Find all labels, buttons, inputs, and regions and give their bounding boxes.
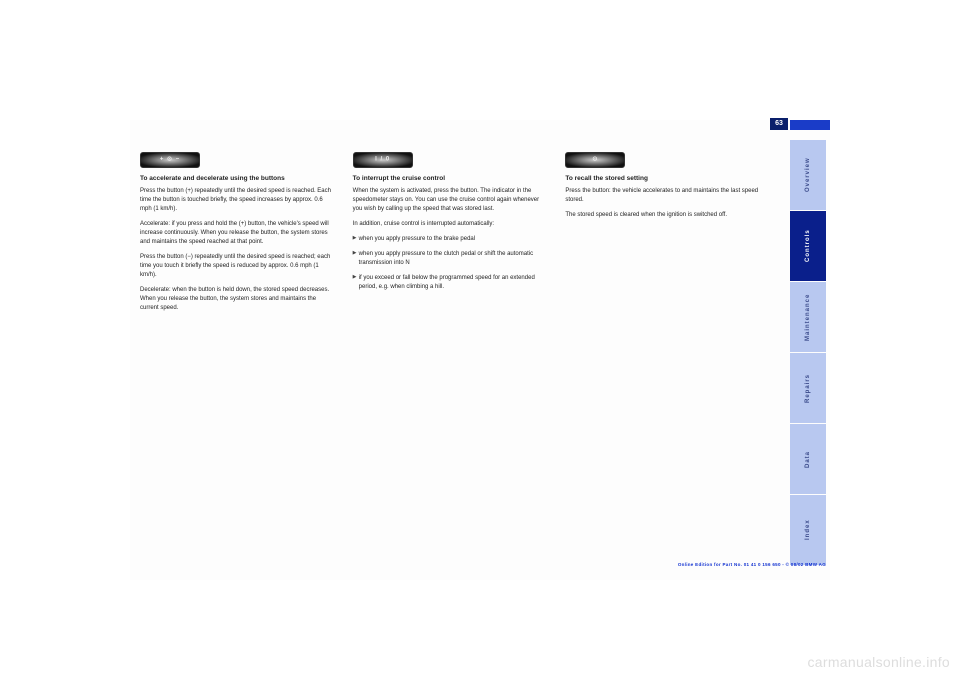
bullet-item: when you apply pressure to the clutch pe…	[353, 250, 548, 268]
column-heading: To recall the stored setting	[565, 174, 760, 184]
paragraph: Press the button (+) repeatedly until th…	[140, 187, 335, 214]
bullet-item: when you apply pressure to the brake ped…	[353, 235, 548, 244]
column-2: I / 0 To interrupt the cruise control Wh…	[353, 150, 548, 319]
tab-data[interactable]: Data	[790, 424, 826, 494]
watermark-text: carmanualsonline.info	[808, 654, 951, 670]
icon-label: I / 0	[375, 156, 390, 165]
page-number: 63	[770, 118, 788, 130]
paragraph: The stored speed is cleared when the ign…	[565, 211, 760, 220]
icon-label: ⊙	[592, 156, 598, 165]
paragraph: Press the button (−) repeatedly until th…	[140, 253, 335, 280]
column-1: + ⊙ − To accelerate and decelerate using…	[140, 150, 335, 319]
tab-controls[interactable]: Controls	[790, 211, 826, 281]
recall-dial-icon: ⊙	[565, 152, 625, 168]
content-columns: + ⊙ − To accelerate and decelerate using…	[140, 150, 760, 319]
paragraph: In addition, cruise control is interrupt…	[353, 220, 548, 229]
edition-footer: Online Edition for Part No. 01 41 0 156 …	[626, 562, 826, 566]
tab-maintenance[interactable]: Maintenance	[790, 282, 826, 352]
page-accent-bar	[790, 120, 830, 130]
paragraph: Accelerate: if you press and hold the (+…	[140, 220, 335, 247]
paragraph: When the system is activated, press the …	[353, 187, 548, 214]
manual-page: 63 + ⊙ − To accelerate and decelerate us…	[130, 120, 830, 580]
column-heading: To interrupt the cruise control	[353, 174, 548, 184]
plus-minus-dial-icon: + ⊙ −	[140, 152, 200, 168]
io-button-icon: I / 0	[353, 152, 413, 168]
paragraph: Press the button: the vehicle accelerate…	[565, 187, 760, 205]
tab-repairs[interactable]: Repairs	[790, 353, 826, 423]
column-heading: To accelerate and decelerate using the b…	[140, 174, 335, 184]
section-tabs: Overview Controls Maintenance Repairs Da…	[790, 140, 826, 566]
paragraph: Decelerate: when the button is held down…	[140, 286, 335, 313]
column-3: ⊙ To recall the stored setting Press the…	[565, 150, 760, 319]
tab-index[interactable]: Index	[790, 495, 826, 565]
bullet-item: if you exceed or fall below the programm…	[353, 274, 548, 292]
tab-overview[interactable]: Overview	[790, 140, 826, 210]
icon-label: + ⊙ −	[160, 156, 180, 165]
